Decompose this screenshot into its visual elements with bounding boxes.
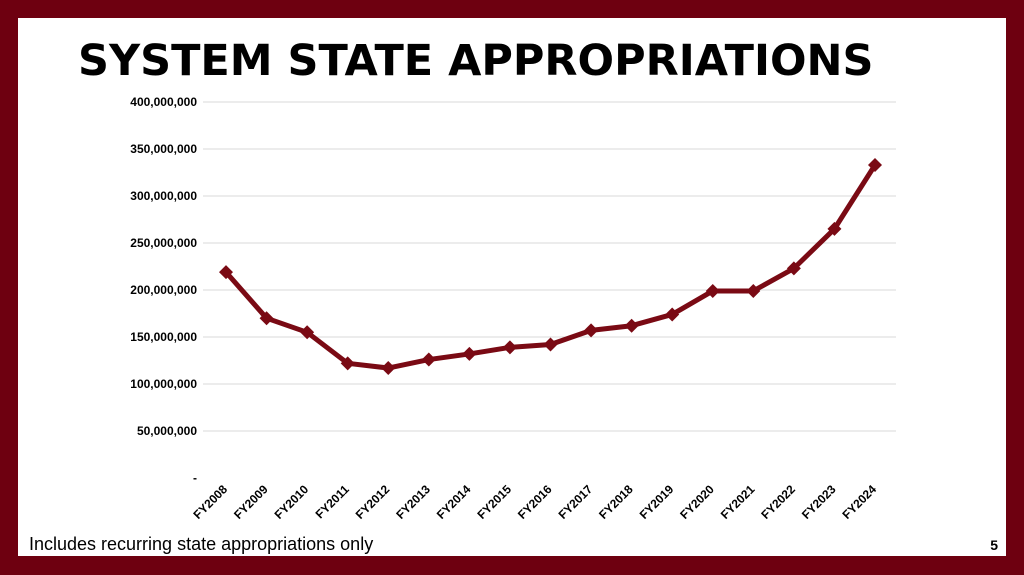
x-tick-label: FY2011: [313, 482, 352, 521]
x-tick-label: FY2012: [353, 482, 393, 522]
x-tick-label: FY2018: [596, 482, 636, 522]
x-tick-label: FY2015: [474, 482, 514, 522]
data-point-marker: [462, 346, 477, 361]
data-point-marker: [219, 265, 233, 280]
slide-title: SYSTEM STATE APPROPRIATIONS: [78, 36, 874, 86]
y-tick-label: 100,000,000: [130, 377, 197, 391]
x-tick-label: FY2017: [556, 482, 596, 522]
x-tick-label: FY2016: [515, 482, 555, 522]
x-tick-label: FY2013: [393, 482, 433, 522]
y-tick-label: 350,000,000: [130, 142, 197, 156]
data-point-marker: [543, 337, 558, 352]
y-tick-label: 400,000,000: [130, 95, 197, 109]
x-tick-label: FY2022: [758, 482, 798, 522]
data-point-marker: [381, 361, 396, 376]
data-point-marker: [827, 221, 842, 236]
data-point-marker: [259, 311, 274, 326]
footnote: Includes recurring state appropriations …: [29, 534, 374, 554]
data-point-marker: [868, 157, 882, 172]
data-point-marker: [584, 323, 599, 338]
x-tick-label: FY2010: [272, 482, 312, 522]
y-tick-label: 50,000,000: [137, 424, 197, 438]
y-tick-label: 150,000,000: [130, 330, 197, 344]
x-tick-label: FY2014: [434, 482, 474, 522]
data-point-marker: [624, 318, 639, 333]
y-tick-label: -: [193, 471, 197, 485]
data-point-marker: [340, 356, 355, 371]
data-point-marker: [502, 340, 517, 355]
x-tick-label: FY2008: [191, 482, 231, 522]
data-point-marker: [421, 352, 436, 367]
x-tick-label: FY2009: [231, 482, 271, 522]
line-chart: - 50,000,000 100,000,000 150,000,000 200,000…: [130, 95, 896, 522]
data-point-marker: [665, 307, 680, 322]
slide: SYSTEM STATE APPROPRIATIONS - 50,000,000 1…: [18, 18, 1006, 556]
x-tick-label: FY2024: [840, 482, 880, 522]
x-tick-label: FY2021: [718, 482, 758, 522]
y-tick-label: 300,000,000: [130, 189, 197, 203]
x-tick-label: FY2023: [799, 482, 839, 522]
data-point-marker: [746, 283, 761, 298]
y-tick-label: 200,000,000: [130, 283, 197, 297]
x-tick-label: FY2020: [677, 482, 717, 522]
data-point-marker: [705, 283, 720, 298]
x-tick-label: FY2019: [637, 482, 677, 522]
data-point-marker: [300, 325, 315, 340]
y-tick-label: 250,000,000: [130, 236, 197, 250]
data-point-marker: [786, 261, 801, 276]
page-number: 5: [990, 537, 998, 553]
